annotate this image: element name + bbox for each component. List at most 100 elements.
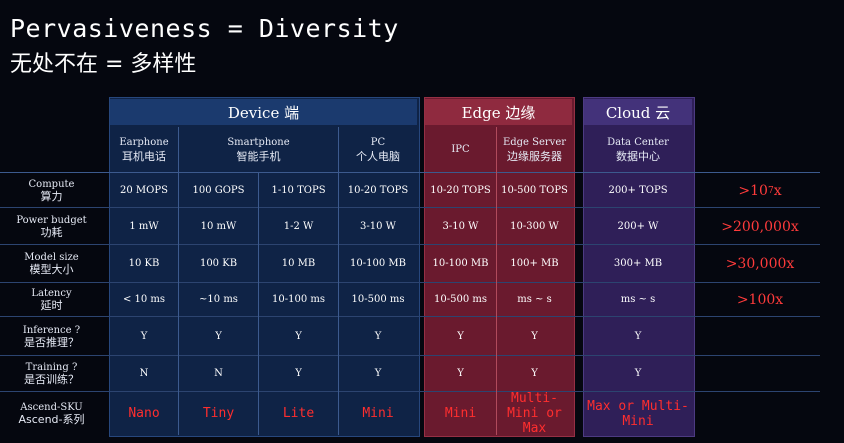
row-label-en: Model size bbox=[24, 252, 79, 263]
table-cell: 1-2 W bbox=[283, 220, 314, 232]
table-cell: 10-500 ms bbox=[351, 294, 405, 305]
table-cell: 10-20 TOPS bbox=[430, 184, 491, 196]
row-label-zh: 模型大小 bbox=[29, 263, 74, 276]
table-cell: 10 MB bbox=[281, 258, 316, 269]
col-divider-line bbox=[178, 127, 179, 435]
row-label-en: Latency bbox=[31, 288, 72, 299]
table-cell: Y bbox=[457, 330, 464, 342]
row-divider-line bbox=[0, 282, 820, 283]
col-edge-server-zh: 边缘服务器 bbox=[507, 150, 562, 163]
table-cell: N bbox=[214, 368, 223, 379]
table-cell: ms ~ s bbox=[517, 294, 552, 305]
table-cell: Y bbox=[374, 368, 382, 379]
table-cell: Lite bbox=[282, 406, 315, 421]
table-cell: Y bbox=[531, 330, 538, 342]
col-divider-line bbox=[338, 127, 339, 435]
edge-panel bbox=[424, 97, 575, 437]
row-label-en: Ascend-SKU bbox=[20, 401, 83, 413]
col-data-center: Data Center 数据中心 bbox=[584, 127, 692, 173]
device-header: Device 端 bbox=[110, 99, 417, 125]
header-divider-line bbox=[0, 172, 820, 173]
cloud-panel bbox=[583, 97, 695, 437]
device-panel bbox=[109, 97, 420, 437]
table-cell: 3-10 W bbox=[360, 220, 396, 232]
row-label-en: Inference ? bbox=[22, 324, 81, 336]
row-label: Latency 延时 bbox=[0, 283, 103, 317]
table-cell: Tiny bbox=[202, 406, 235, 421]
table-cell: 1-10 TOPS bbox=[271, 184, 326, 196]
cloud-header: Cloud 云 bbox=[584, 99, 692, 125]
table-cell: 100+ MB bbox=[510, 258, 559, 269]
table-cell: Y bbox=[634, 368, 642, 379]
table-cell: Y bbox=[374, 330, 382, 342]
col-pc: PC 个人电脑 bbox=[339, 127, 417, 173]
row-label-en: Power budget bbox=[16, 214, 87, 226]
row-label-zh: 功耗 bbox=[40, 225, 63, 239]
table-cell: 10 mW bbox=[200, 220, 237, 232]
row-label-zh: Ascend-系列 bbox=[18, 412, 85, 426]
table-cell: 10-100 MB bbox=[432, 258, 489, 269]
table-cell: Mini bbox=[444, 406, 477, 421]
table-cell: Y bbox=[140, 330, 148, 342]
table-cell: 100 GOPS bbox=[192, 184, 245, 196]
table-cell: Y bbox=[531, 368, 538, 379]
col-data-center-zh: 数据中心 bbox=[616, 150, 660, 163]
row-label-zh: 延时 bbox=[40, 299, 63, 312]
table-cell: 10-20 TOPS bbox=[347, 184, 409, 196]
table-cell: < 10 ms bbox=[122, 294, 166, 305]
col-ipc-en: IPC bbox=[451, 144, 470, 155]
scale-ratio: >30,000x bbox=[725, 256, 795, 272]
col-smartphone-en: Smartphone bbox=[227, 137, 290, 148]
col-pc-en: PC bbox=[370, 137, 386, 148]
row-divider-line bbox=[0, 207, 820, 208]
col-earphone-zh: 耳机电话 bbox=[122, 150, 166, 163]
row-label: Ascend-SKU Ascend-系列 bbox=[0, 392, 103, 435]
page-title: Pervasiveness = Diversity bbox=[10, 14, 399, 43]
row-label-zh: 是否训练？ bbox=[24, 373, 79, 386]
table-cell: 100 KB bbox=[199, 258, 238, 269]
table-cell: 10 KB bbox=[128, 258, 160, 269]
table-cell: 200+ W bbox=[617, 220, 659, 232]
row-label: Model size 模型大小 bbox=[0, 245, 103, 283]
table-cell: Multi-Mini or Max bbox=[507, 391, 562, 436]
scale-ratio: >100x bbox=[736, 292, 784, 308]
col-earphone: Earphone 耳机电话 bbox=[110, 127, 178, 173]
table-cell: 3-10 W bbox=[442, 220, 479, 232]
col-earphone-en: Earphone bbox=[119, 137, 169, 148]
table-cell: ms ~ s bbox=[620, 294, 656, 305]
table-cell: Y bbox=[215, 330, 222, 342]
row-label: Power budget 功耗 bbox=[0, 208, 103, 245]
col-smartphone: Smartphone 智能手机 bbox=[179, 127, 338, 173]
table-cell: N bbox=[139, 368, 149, 379]
table-cell: Nano bbox=[128, 406, 160, 421]
col-pc-zh: 个人电脑 bbox=[356, 150, 400, 163]
edge-header: Edge 边缘 bbox=[425, 99, 572, 125]
row-label: Inference ? 是否推理？ bbox=[0, 317, 103, 356]
row-label-en: Compute bbox=[28, 178, 75, 190]
table-cell: Y bbox=[634, 330, 642, 342]
ratio-exponent: 7 bbox=[767, 185, 774, 196]
table-cell: 10-500 TOPS bbox=[501, 184, 568, 196]
row-label: Training ? 是否训练？ bbox=[0, 356, 103, 392]
row-label-zh: 算力 bbox=[40, 189, 63, 203]
row-label: Compute 算力 bbox=[0, 173, 103, 208]
scale-ratio: >200,000x bbox=[721, 218, 799, 235]
col-edge-server: Edge Server 边缘服务器 bbox=[497, 127, 572, 173]
table-cell: Y bbox=[457, 368, 464, 379]
table-cell: ~10 ms bbox=[199, 294, 238, 305]
table-cell: Y bbox=[295, 330, 302, 342]
row-divider-line bbox=[0, 244, 820, 245]
table-cell: Y bbox=[295, 368, 302, 379]
col-divider-line bbox=[496, 127, 497, 435]
col-edge-server-en: Edge Server bbox=[502, 137, 567, 148]
page-subtitle: 无处不在 = 多样性 bbox=[10, 52, 197, 77]
col-ipc: IPC bbox=[425, 127, 496, 173]
col-divider-line bbox=[258, 173, 259, 435]
table-cell: 1 mW bbox=[129, 220, 159, 232]
scale-ratio: >10 7 x bbox=[738, 182, 782, 199]
row-divider-line bbox=[0, 391, 820, 392]
row-divider-line bbox=[0, 316, 820, 317]
col-data-center-en: Data Center bbox=[607, 137, 669, 148]
table-cell: Mini bbox=[362, 406, 394, 421]
row-divider-line bbox=[0, 355, 820, 356]
